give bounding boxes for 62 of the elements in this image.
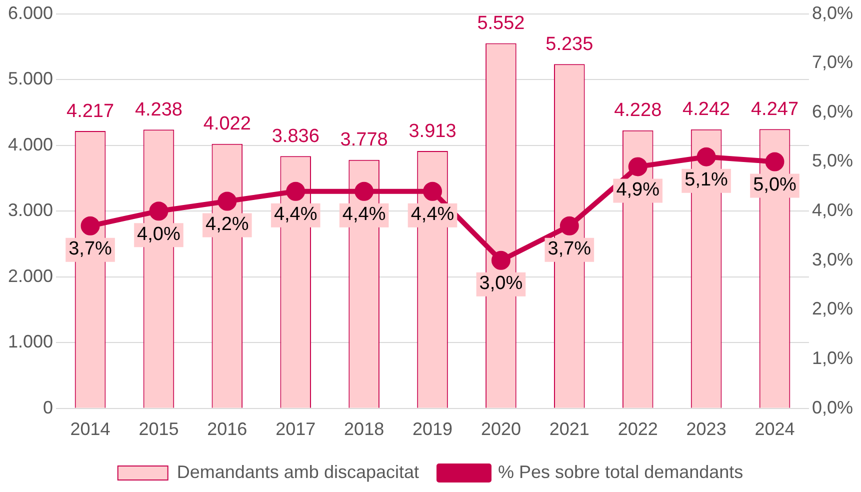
y2-tick-label: 3,0% (812, 249, 854, 270)
y-tick-label: 5.000 (8, 68, 54, 89)
point (149, 202, 168, 221)
y-tick-label: 4.000 (8, 134, 54, 154)
data-label: 4.242 (682, 99, 730, 120)
data-label: 3.913 (408, 120, 456, 142)
data-label: 4,9% (616, 179, 660, 200)
data-label: 4,4% (342, 204, 386, 226)
x-tick-label: 2015 (138, 419, 179, 440)
point (286, 182, 306, 201)
point (218, 192, 237, 211)
data-label: 4,4% (410, 204, 454, 226)
point (354, 182, 374, 201)
data-label: 3,7% (548, 238, 592, 260)
data-label: 3.778 (340, 130, 388, 151)
x-tick-label: 2019 (412, 419, 453, 440)
data-label: 4,4% (274, 204, 318, 226)
data-label: 3.836 (272, 126, 320, 147)
data-label: 5,1% (684, 170, 728, 191)
data-label: 5.552 (477, 13, 525, 34)
point (696, 147, 716, 166)
data-label: 4.217 (66, 100, 114, 122)
data-label: 4,2% (206, 214, 249, 235)
point (491, 250, 510, 270)
y2-tick-label: 5,0% (812, 150, 854, 171)
x-tick-label: 2022 (618, 419, 658, 440)
x-tick-label: 2014 (70, 419, 110, 440)
data-label: 3,0% (479, 273, 523, 294)
y2-tick-label: 1,0% (812, 348, 854, 368)
y2-tick-label: 8,0% (812, 2, 854, 23)
legend-label: % Pes sobre total demandants (498, 462, 744, 482)
y2-tick-label: 7,0% (812, 52, 854, 72)
x-tick-label: 2018 (344, 419, 384, 440)
point (765, 152, 784, 172)
x-tick-label: 2023 (686, 419, 726, 440)
data-label: 3,7% (68, 238, 112, 260)
y-tick-label: 3.000 (8, 200, 54, 220)
y2-tick-label: 6,0% (812, 101, 854, 122)
data-label: 4,0% (137, 224, 180, 245)
y-tick-label: 6.000 (8, 2, 54, 23)
data-label: 4.238 (134, 99, 182, 120)
data-label: 5.235 (546, 34, 594, 55)
y2-tick-label: 0,0% (812, 397, 854, 418)
legend-label: Demandants amb discapacitat (176, 462, 420, 482)
y-tick-label: 1.000 (8, 332, 54, 352)
data-label: 4.022 (203, 114, 251, 135)
y2-tick-label: 4,0% (812, 200, 854, 220)
point (80, 216, 100, 236)
data-label: 5,0% (753, 174, 797, 196)
x-tick-label: 2020 (480, 419, 521, 440)
data-label: 4.228 (614, 100, 662, 122)
point (628, 157, 648, 176)
y-tick-label: 0 (43, 397, 54, 418)
x-tick-label: 2017 (276, 419, 316, 440)
data-label: 4.247 (750, 98, 799, 120)
point (423, 182, 442, 201)
y2-tick-label: 2,0% (812, 298, 854, 319)
point (560, 216, 579, 236)
y-tick-label: 2.000 (8, 266, 54, 286)
x-tick-label: 2024 (754, 419, 795, 440)
x-tick-label: 2021 (549, 419, 590, 440)
x-tick-label: 2016 (207, 419, 248, 440)
